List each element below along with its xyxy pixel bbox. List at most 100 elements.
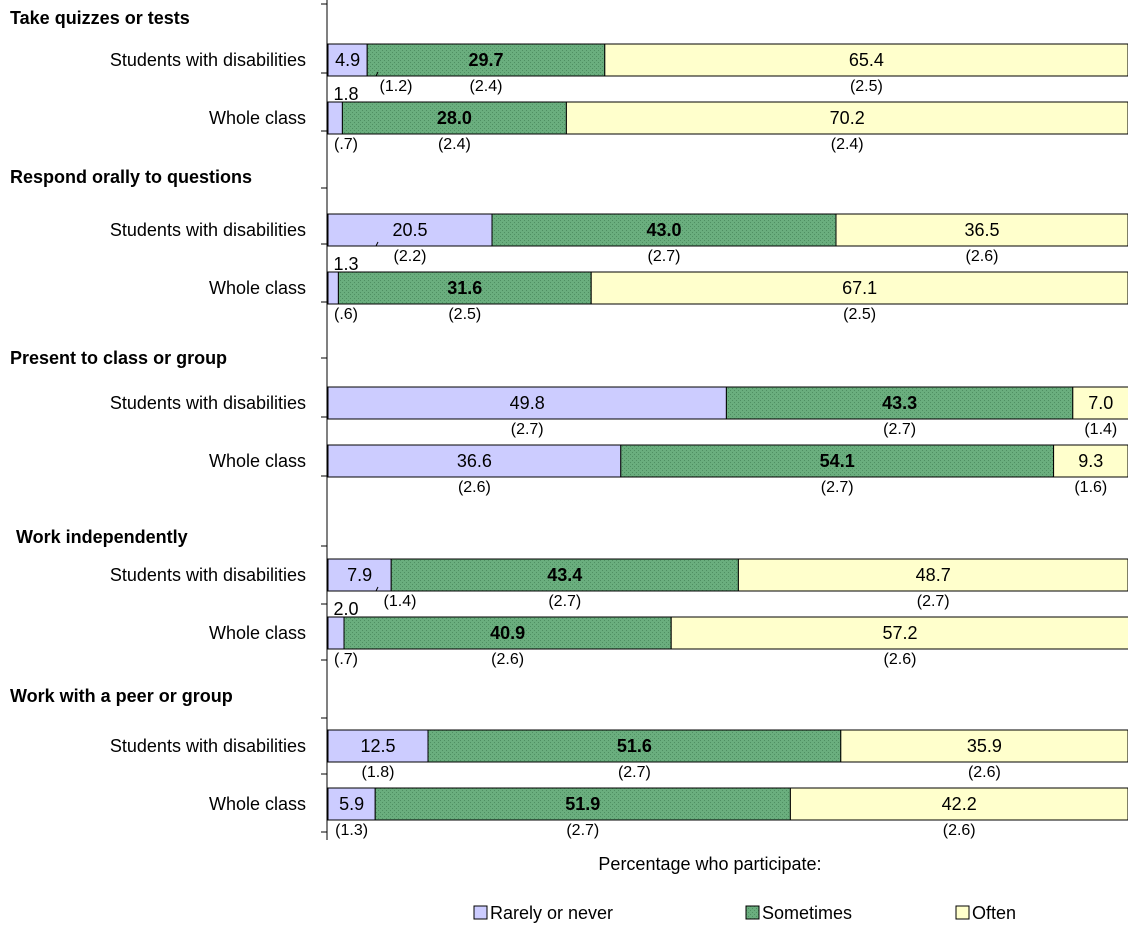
value-label-sometimes: 54.1 — [820, 451, 855, 471]
standard-error-often: (1.6) — [1074, 479, 1107, 496]
value-label-often: 36.5 — [964, 220, 999, 240]
standard-error-sometimes: (2.4) — [438, 136, 471, 153]
standard-error-often: (2.5) — [843, 306, 876, 323]
bar-segment-rarely — [327, 729, 429, 763]
bar-segment-rarely — [327, 616, 345, 650]
row-label: Students with disabilities — [110, 736, 306, 756]
value-label-sometimes: 43.4 — [547, 565, 582, 585]
bar-segment-sometimes — [366, 43, 606, 77]
value-label-sometimes: 51.9 — [565, 794, 600, 814]
standard-error-sometimes: (2.6) — [491, 651, 524, 668]
value-label-sometimes: 51.6 — [617, 736, 652, 756]
legend: Percentage who participate: Rarely or nev… — [473, 854, 1016, 923]
group-title: Work with a peer or group — [10, 686, 233, 706]
standard-error-sometimes: (2.7) — [548, 593, 581, 610]
bar-segment-often — [590, 271, 1128, 305]
row-label: Students with disabilities — [110, 50, 306, 70]
row-label: Whole class — [209, 794, 306, 814]
bar-segment-often — [1072, 386, 1128, 420]
value-label-sometimes: 31.6 — [447, 278, 482, 298]
standard-error-sometimes: (2.7) — [821, 479, 854, 496]
value-label-sometimes: 28.0 — [437, 108, 472, 128]
value-label-often: 35.9 — [967, 736, 1002, 756]
row-label: Whole class — [209, 278, 306, 298]
row-label: Whole class — [209, 108, 306, 128]
legend-label-sometimes: Sometimes — [762, 903, 852, 923]
value-label-sometimes: 43.3 — [882, 393, 917, 413]
row-label: Whole class — [209, 623, 306, 643]
standard-error-rarely: (2.7) — [511, 421, 544, 438]
bar-segment-often — [1053, 444, 1128, 478]
value-label-sometimes: 40.9 — [490, 623, 525, 643]
standard-error-rarely: (2.6) — [458, 479, 491, 496]
legend-title: Percentage who participate: — [598, 854, 821, 874]
bar-segment-rarely — [327, 101, 343, 135]
bar-segment-sometimes — [343, 616, 672, 650]
standard-error-often: (2.6) — [968, 764, 1001, 781]
standard-error-rarely: (2.2) — [394, 248, 427, 265]
standard-error-often: (1.4) — [1084, 421, 1117, 438]
bar-segment-rarely — [327, 271, 339, 305]
standard-error-sometimes: (2.7) — [566, 822, 599, 839]
bar-segment-often — [789, 787, 1128, 821]
standard-error-sometimes: (2.7) — [618, 764, 651, 781]
standard-error-rarely: (1.4) — [384, 593, 417, 610]
value-label-rarely: 12.5 — [360, 736, 395, 756]
standard-error-often: (2.6) — [966, 248, 999, 265]
bar-segment-rarely — [327, 787, 376, 821]
group-title: Present to class or group — [10, 348, 227, 368]
standard-error-rarely: (.7) — [334, 136, 358, 153]
bars-layer — [327, 43, 1128, 821]
leader-line — [375, 241, 379, 247]
standard-error-sometimes: (2.7) — [883, 421, 916, 438]
standard-error-often: (2.6) — [943, 822, 976, 839]
legend-label-rarely: Rarely or never — [490, 903, 613, 923]
row-label: Students with disabilities — [110, 565, 306, 585]
bar-segment-sometimes — [427, 729, 842, 763]
value-label-often: 57.2 — [882, 623, 917, 643]
value-label-rarely: 4.9 — [335, 50, 360, 70]
bar-segment-sometimes — [374, 787, 791, 821]
value-label-rarely: 36.6 — [457, 451, 492, 471]
standard-error-rarely: (.7) — [334, 651, 358, 668]
row-label: Whole class — [209, 451, 306, 471]
value-label-rarely: 20.5 — [392, 220, 427, 240]
bar-segment-rarely — [327, 213, 493, 247]
legend-swatch-sometimes — [745, 905, 760, 920]
standard-error-sometimes: (2.7) — [648, 248, 681, 265]
standard-error-sometimes: (2.4) — [470, 78, 503, 95]
bar-segment-rarely — [327, 444, 622, 478]
row-label: Students with disabilities — [110, 393, 306, 413]
bar-segment-often — [737, 558, 1128, 592]
standard-error-often: (2.7) — [917, 593, 950, 610]
labels-layer: Take quizzes or tests Students with disab… — [10, 8, 1117, 839]
outside-value-label: 2.0 — [333, 599, 358, 619]
row-label: Students with disabilities — [110, 220, 306, 240]
value-label-often: 67.1 — [842, 278, 877, 298]
leader-line — [375, 71, 379, 77]
group-title: Respond orally to questions — [10, 167, 252, 187]
value-label-sometimes: 43.0 — [646, 220, 681, 240]
legend-swatch-rarely — [473, 905, 488, 920]
standard-error-rarely: (.6) — [334, 306, 358, 323]
bar-segment-sometimes — [620, 444, 1055, 478]
bar-segment-sometimes — [337, 271, 592, 305]
bar-segment-often — [840, 729, 1128, 763]
leader-line — [375, 586, 379, 592]
bar-segment-often — [835, 213, 1128, 247]
group-title: Take quizzes or tests — [10, 8, 190, 28]
value-label-often: 7.0 — [1088, 393, 1113, 413]
value-label-sometimes: 29.7 — [468, 50, 503, 70]
standard-error-often: (2.6) — [884, 651, 917, 668]
bar-segment-sometimes — [341, 101, 567, 135]
standard-error-rarely: (1.2) — [380, 78, 413, 95]
standard-error-often: (2.4) — [831, 136, 864, 153]
bar-segment-sometimes — [725, 386, 1074, 420]
group-title: Work independently — [16, 527, 188, 547]
value-label-often: 65.4 — [849, 50, 884, 70]
value-label-rarely: 7.9 — [347, 565, 372, 585]
bar-segment-rarely — [327, 558, 392, 592]
bar-segment-often — [604, 43, 1128, 77]
